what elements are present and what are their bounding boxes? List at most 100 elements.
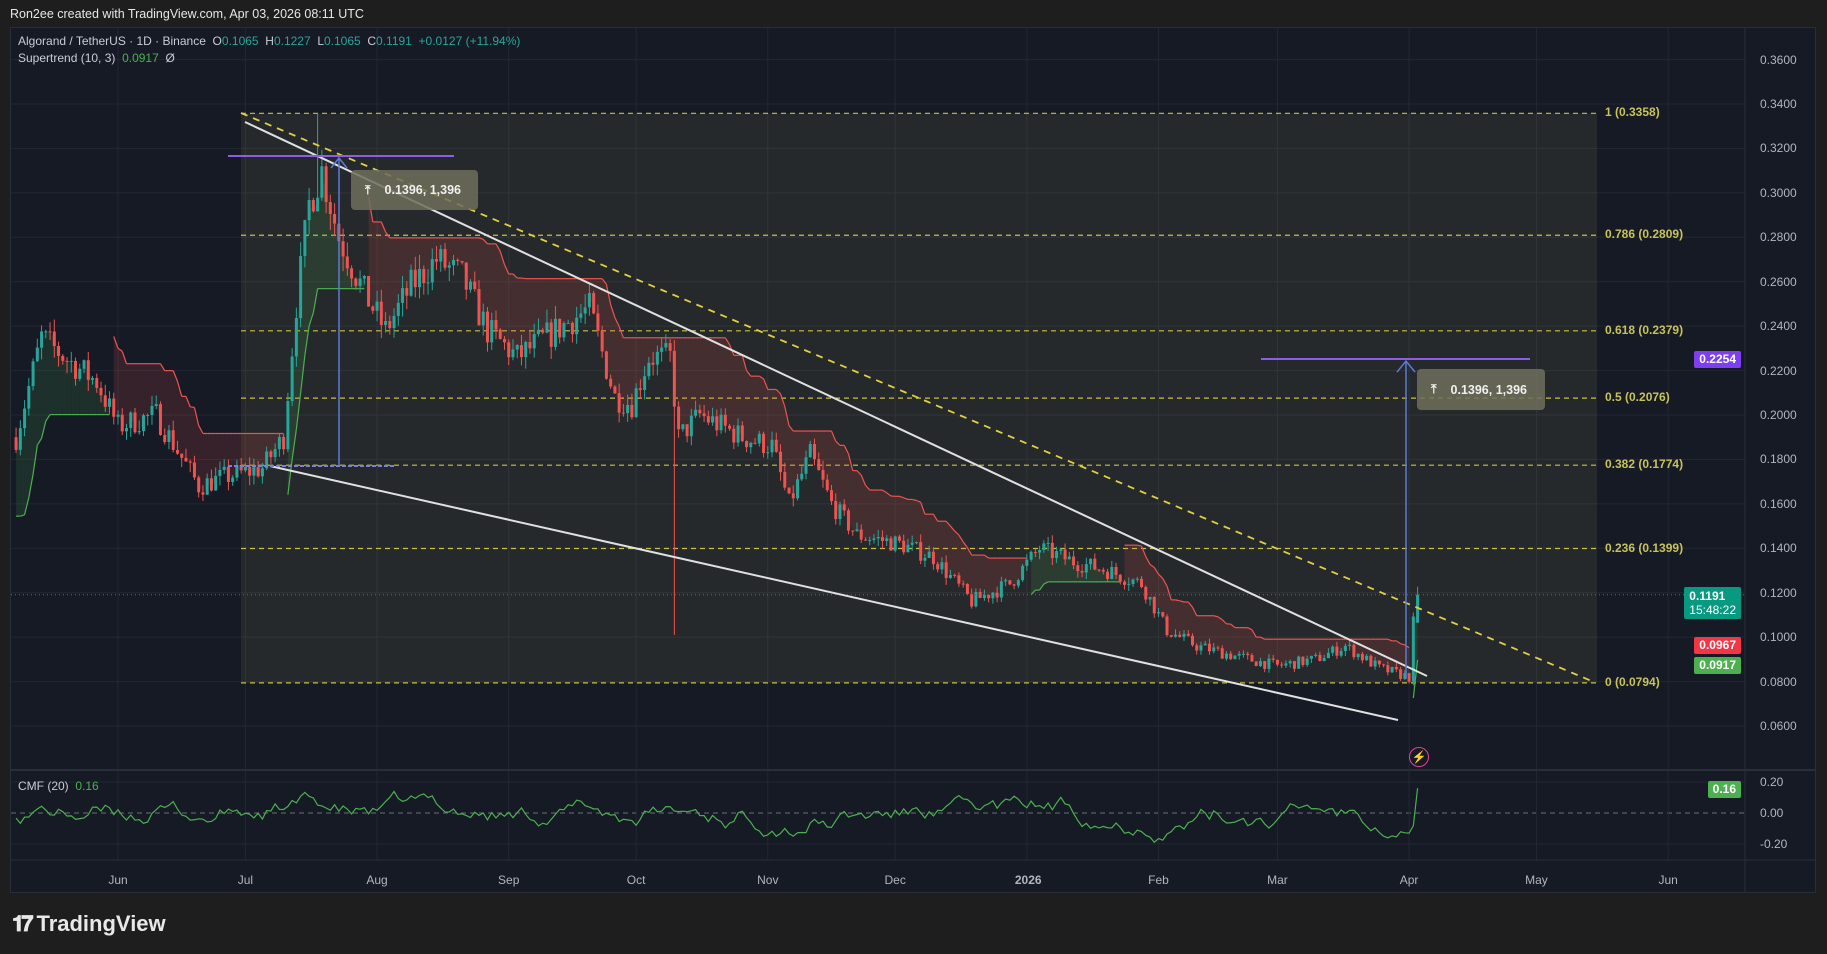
candle bbox=[371, 306, 375, 311]
supertrend-fill bbox=[772, 389, 777, 447]
candle bbox=[40, 331, 44, 348]
close-label: C bbox=[367, 34, 377, 48]
supertrend-fill bbox=[139, 363, 144, 432]
candle bbox=[953, 574, 957, 576]
candle bbox=[141, 415, 145, 432]
measure-label-right[interactable]: ⤒ 0.1396, 1,396 bbox=[1417, 369, 1545, 410]
candle bbox=[1029, 551, 1033, 560]
supertrend-legend[interactable]: Supertrend (10, 3) 0.0917 Ø bbox=[18, 51, 175, 65]
candle bbox=[231, 477, 235, 482]
supertrend-line bbox=[23, 497, 30, 515]
supertrend-fill bbox=[1400, 643, 1405, 677]
supertrend-fill bbox=[924, 514, 930, 560]
supertrend-line bbox=[503, 264, 510, 275]
supertrend-fill bbox=[415, 237, 420, 279]
supertrend-fill bbox=[648, 337, 654, 370]
supertrend-fill bbox=[1366, 639, 1371, 662]
candle bbox=[541, 329, 545, 333]
candle bbox=[630, 404, 634, 418]
candle bbox=[889, 538, 893, 551]
candle bbox=[1152, 596, 1156, 614]
supertrend-fill bbox=[907, 499, 913, 549]
candle bbox=[919, 542, 923, 561]
supertrend-line bbox=[775, 389, 781, 395]
candle bbox=[354, 278, 358, 286]
supertrend-fill bbox=[177, 381, 182, 456]
price-axis-label: 0.2800 bbox=[1760, 230, 1797, 245]
tradingview-logo[interactable]: 𝟏𝟕 TradingView bbox=[12, 911, 166, 937]
supertrend-line bbox=[949, 525, 956, 532]
supertrend-line bbox=[20, 514, 25, 517]
candle bbox=[711, 416, 715, 423]
candle bbox=[613, 386, 617, 394]
candle bbox=[1161, 612, 1165, 617]
candle bbox=[392, 315, 396, 329]
supertrend-fill bbox=[419, 237, 424, 279]
candle bbox=[1403, 673, 1407, 679]
candle bbox=[855, 529, 859, 532]
supertrend-line bbox=[1030, 589, 1036, 596]
supertrend-fill bbox=[538, 278, 543, 332]
candle bbox=[1377, 660, 1381, 665]
supertrend-line bbox=[32, 445, 38, 475]
supertrend-fill bbox=[164, 370, 169, 439]
symbol-legend[interactable]: Algorand / TetherUS · 1D · Binance O0.10… bbox=[18, 34, 520, 48]
time-axis-label: Nov bbox=[757, 873, 779, 887]
time-axis-label: Jun bbox=[108, 873, 128, 887]
candle bbox=[422, 268, 426, 284]
measure-label-left[interactable]: ⤒ 0.1396, 1,396 bbox=[351, 170, 478, 210]
supertrend-fill bbox=[619, 326, 624, 413]
candle bbox=[65, 360, 69, 362]
candle bbox=[592, 293, 596, 314]
candle bbox=[222, 466, 226, 470]
time-axis-label: Jun bbox=[1658, 873, 1678, 887]
measure-text: 0.1396, 1,396 bbox=[384, 183, 461, 197]
supertrend-fill bbox=[1099, 569, 1104, 582]
supertrend-line bbox=[746, 370, 752, 377]
supertrend-fill bbox=[50, 331, 55, 415]
candle bbox=[1025, 559, 1029, 566]
candle bbox=[825, 479, 829, 491]
candle bbox=[851, 530, 855, 532]
candle bbox=[1178, 634, 1182, 637]
candle bbox=[897, 536, 901, 541]
supertrend-fill bbox=[699, 337, 705, 415]
cmf-legend[interactable]: CMF (20) 0.16 bbox=[18, 779, 99, 793]
supertrend-fill bbox=[1328, 639, 1333, 656]
supertrend-line bbox=[779, 393, 786, 407]
candle bbox=[103, 395, 107, 407]
candle bbox=[239, 465, 243, 471]
supertrend-fill bbox=[725, 337, 730, 428]
supertrend-fill bbox=[1375, 639, 1380, 664]
candle bbox=[1229, 653, 1233, 660]
candle bbox=[1301, 656, 1305, 665]
candle bbox=[846, 510, 850, 531]
supertrend-fill bbox=[1039, 546, 1044, 591]
lightning-event-icon[interactable]: ⚡ bbox=[1409, 747, 1429, 767]
candle bbox=[443, 249, 447, 268]
time-axis-label: 2026 bbox=[1014, 873, 1042, 887]
supertrend-fill bbox=[1281, 639, 1286, 666]
candle bbox=[829, 490, 833, 502]
supertrend-fill bbox=[627, 337, 632, 412]
candle bbox=[1038, 550, 1042, 553]
supertrend-fill bbox=[1222, 619, 1227, 657]
candle bbox=[800, 473, 804, 480]
supertrend-line bbox=[1162, 578, 1168, 587]
candle bbox=[745, 441, 749, 448]
candle bbox=[647, 362, 651, 377]
candle bbox=[1165, 616, 1169, 636]
candle bbox=[1343, 645, 1347, 652]
candle bbox=[214, 475, 218, 491]
candle bbox=[1233, 655, 1237, 660]
candle bbox=[439, 249, 443, 262]
supertrend-line bbox=[1412, 659, 1419, 699]
candle bbox=[1297, 656, 1301, 669]
supertrend-fill bbox=[1158, 574, 1163, 615]
supertrend-fill bbox=[869, 489, 874, 541]
candle bbox=[634, 388, 638, 418]
candle bbox=[350, 268, 354, 279]
supertrend-fill bbox=[963, 541, 968, 590]
chart-panel[interactable] bbox=[10, 27, 1816, 893]
